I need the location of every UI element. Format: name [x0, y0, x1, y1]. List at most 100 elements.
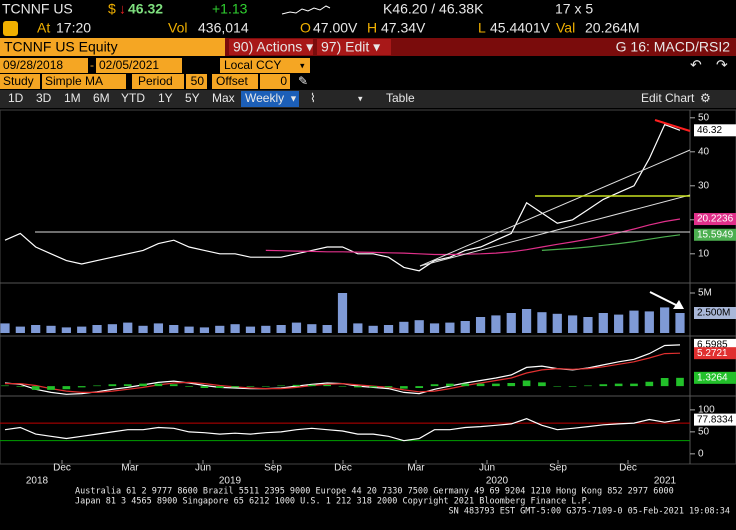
value-tag-label: 6.5985 [697, 340, 728, 351]
y-tick-label: 40 [698, 146, 710, 157]
currency-field[interactable] [220, 58, 310, 73]
currency: $ [108, 1, 116, 17]
redo[interactable]: ↷ [716, 57, 728, 73]
value-tag-label: 5.2721 [697, 348, 728, 359]
offset: 0 [280, 74, 287, 88]
bar [630, 383, 638, 387]
x-tick-label: Sep [264, 463, 282, 474]
bar [92, 325, 102, 333]
range-button[interactable]: 6M [93, 91, 110, 105]
bar [429, 323, 440, 333]
bar [475, 317, 486, 333]
bar [537, 312, 547, 333]
bar [246, 386, 255, 387]
bar [108, 384, 117, 387]
range-button[interactable]: 3D [36, 91, 52, 105]
bar [491, 315, 501, 333]
range-button[interactable]: 1D [8, 91, 24, 105]
bar [61, 327, 71, 333]
edit-button[interactable] [317, 39, 391, 55]
frequency-button[interactable] [241, 91, 299, 107]
bar [261, 325, 271, 333]
arrow [649, 291, 681, 308]
bar [660, 378, 669, 387]
actions-button[interactable] [229, 39, 313, 55]
bar [47, 386, 55, 390]
y-tick-label: 50 [698, 112, 710, 123]
range-button[interactable]: 1M [64, 91, 81, 105]
bar [153, 323, 164, 333]
bar [276, 325, 286, 333]
bar [522, 380, 531, 387]
bar [538, 382, 546, 387]
table-button[interactable]: Table [386, 91, 415, 105]
undo[interactable]: ↶ [690, 57, 702, 73]
bar [614, 383, 623, 387]
series-line [4, 418, 681, 442]
value-tag [694, 228, 736, 241]
end-date-field[interactable] [96, 58, 182, 73]
bar [139, 383, 147, 387]
bar [521, 309, 532, 333]
bar [337, 293, 348, 333]
time: 17:20 [56, 20, 91, 36]
settings-icon[interactable]: ⚙ [700, 91, 711, 105]
bar [77, 326, 87, 333]
range-button[interactable]: Max [212, 91, 235, 105]
bar [200, 386, 209, 388]
bar [461, 383, 470, 387]
bid-ask: K46.20 / 46.38K [383, 1, 484, 17]
bar [62, 386, 71, 390]
bar [414, 320, 424, 333]
x-tick-label: Dec [334, 463, 352, 474]
bar [31, 386, 40, 390]
bar [123, 322, 133, 333]
start-date-field[interactable] [0, 58, 88, 73]
series-line [541, 234, 681, 251]
value-tag [694, 347, 736, 360]
bar [445, 322, 455, 333]
bar [0, 323, 10, 333]
study-field[interactable] [42, 74, 126, 89]
x-tick-label: Jun [195, 463, 211, 474]
value-tag [694, 124, 736, 137]
edit-chart-button[interactable]: Edit Chart [641, 91, 695, 105]
range-button[interactable]: 1Y [158, 91, 173, 105]
bar [292, 384, 301, 387]
bar [368, 325, 378, 333]
offset-field[interactable] [260, 74, 290, 89]
pencil-icon[interactable]: ✎ [298, 74, 308, 88]
bar [568, 386, 577, 387]
trendline [654, 119, 691, 132]
low-label: L [478, 20, 486, 36]
security-field[interactable] [0, 38, 225, 56]
bar [16, 386, 25, 387]
value-tag-label: 46.32 [697, 125, 722, 136]
line-icon[interactable]: ⌇ [310, 91, 316, 105]
y-tick-label: 50 [698, 426, 710, 437]
arrow-head [673, 300, 684, 309]
bar [599, 384, 608, 387]
volume: 436,014 [198, 20, 249, 36]
period-label-bg [132, 74, 184, 89]
end-date: 02/05/2021 [99, 58, 159, 72]
x-tick-label: Jun [479, 463, 495, 474]
range-button[interactable]: YTD [121, 91, 145, 105]
edit-label: 97) Edit ▾ [321, 39, 380, 55]
bar [307, 324, 317, 333]
x-tick-label: Dec [619, 463, 637, 474]
y-tick-label: 5M [698, 288, 712, 299]
value-tag-label: 20.2236 [697, 214, 734, 225]
period-field[interactable] [186, 74, 207, 89]
y-tick-label: 10 [698, 248, 710, 259]
security: TCNNF US Equity [4, 39, 118, 55]
bar [675, 313, 685, 333]
series-line [5, 352, 681, 393]
dropdown-arrow: ▼ [289, 93, 298, 103]
y-tick-label: 0 [698, 448, 704, 459]
range-button[interactable]: 5Y [185, 91, 200, 105]
period: 50 [191, 74, 205, 88]
bar [446, 383, 454, 387]
bar [383, 325, 394, 333]
